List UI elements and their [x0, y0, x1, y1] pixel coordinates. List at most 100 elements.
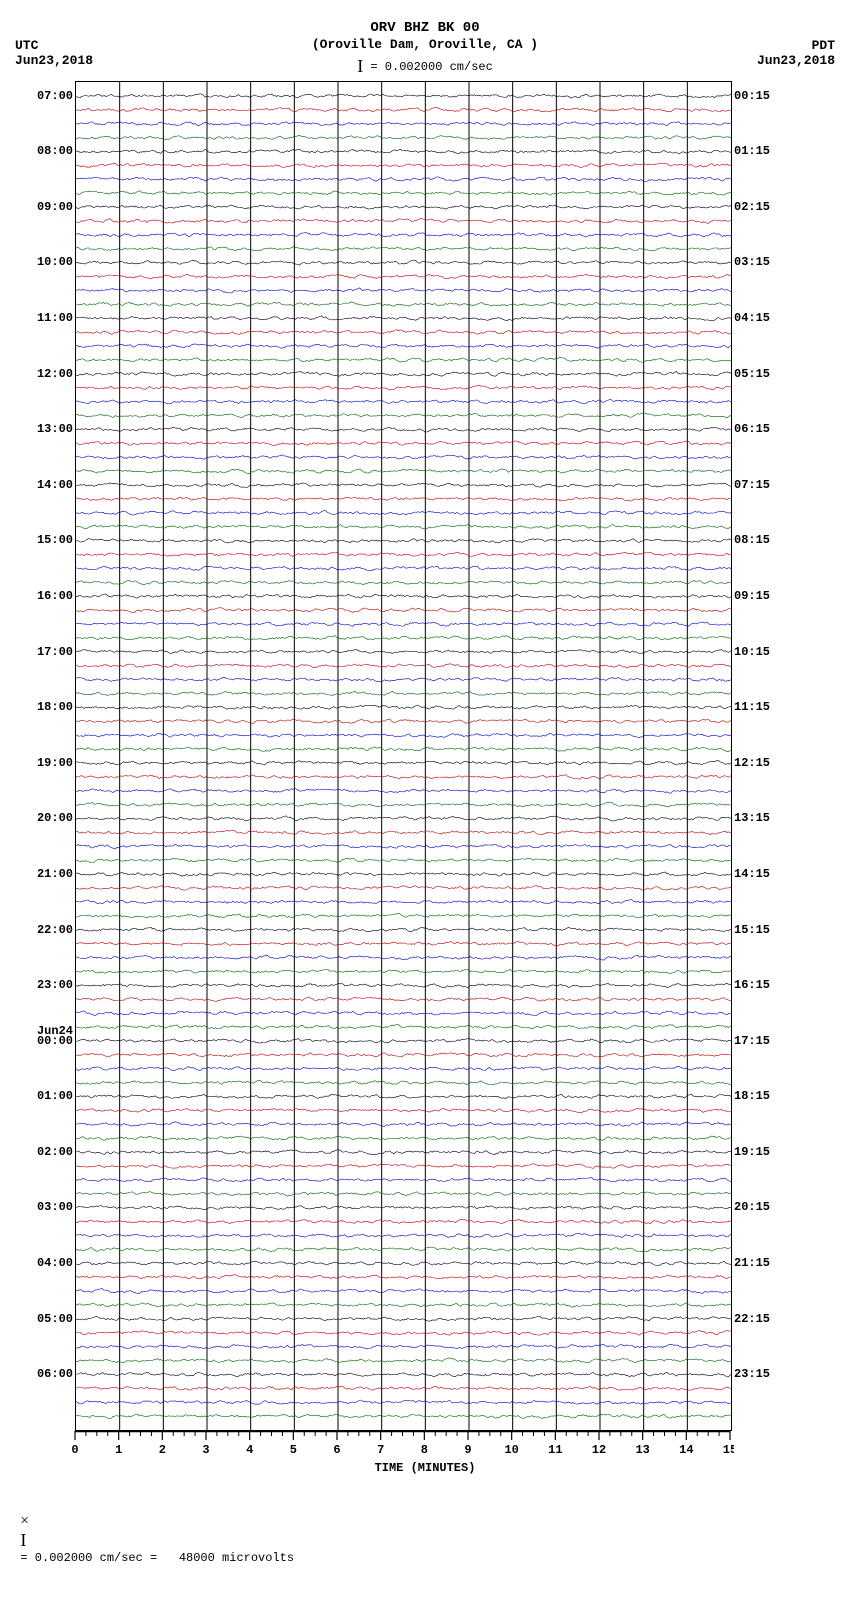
trace-row: [76, 927, 731, 931]
trace-row: [76, 524, 731, 528]
svg-text:2: 2: [159, 1443, 166, 1457]
local-hour-label: 11:15: [731, 700, 770, 714]
svg-text:4: 4: [246, 1443, 253, 1457]
trace-row: [76, 1414, 731, 1419]
local-hour-label: 22:15: [731, 1312, 770, 1326]
trace-row: [76, 566, 731, 571]
station-title: ORV BHZ BK 00: [0, 20, 850, 37]
trace-row: [76, 955, 731, 960]
trace-row: [76, 274, 731, 279]
utc-hour-label: 17:00: [37, 645, 76, 659]
trace-row: [76, 1400, 731, 1404]
trace-row: [76, 830, 731, 835]
local-hour-label: 15:15: [731, 923, 770, 937]
trace-row: [76, 1011, 731, 1016]
local-hour-label: 13:15: [731, 811, 770, 825]
trace-row: [76, 705, 731, 709]
x-axis-label: TIME (MINUTES): [0, 1461, 850, 1475]
utc-hour-label: 12:00: [37, 367, 76, 381]
trace-row: [76, 1038, 731, 1043]
local-hour-label: 01:15: [731, 144, 770, 158]
utc-hour-label: 03:00: [37, 1200, 76, 1214]
utc-hour-label: 16:00: [37, 589, 76, 603]
seismogram-plot: 07:0000:1508:0001:1509:0002:1510:0003:15…: [75, 81, 732, 1431]
local-hour-label: 07:15: [731, 478, 770, 492]
trace-row: [76, 205, 731, 209]
local-hour-label: 05:15: [731, 367, 770, 381]
trace-row: [76, 1233, 731, 1238]
svg-text:13: 13: [635, 1443, 649, 1457]
utc-hour-label: 15:00: [37, 533, 76, 547]
utc-hour-label: 06:00: [37, 1367, 76, 1381]
trace-row: [76, 1386, 731, 1390]
trace-row: [76, 677, 731, 681]
trace-row: [76, 441, 731, 446]
trace-row: [76, 1177, 731, 1181]
utc-hour-label: 14:00: [37, 478, 76, 492]
local-hour-label: 08:15: [731, 533, 770, 547]
trace-row: [76, 246, 731, 251]
trace-row: [76, 969, 731, 973]
trace-row: [76, 357, 731, 362]
trace-row: [76, 1206, 731, 1210]
trace-row: [76, 1024, 731, 1029]
trace-row: [76, 760, 731, 764]
trace-row: [76, 1316, 731, 1321]
trace-row: [76, 899, 731, 903]
local-hour-label: 10:15: [731, 645, 770, 659]
trace-row: [76, 497, 731, 501]
trace-row: [76, 1053, 731, 1057]
trace-row: [76, 1303, 731, 1308]
svg-text:5: 5: [290, 1443, 297, 1457]
svg-text:1: 1: [115, 1443, 122, 1457]
utc-hour-label: 04:00: [37, 1256, 76, 1270]
trace-row: [76, 455, 731, 459]
svg-text:14: 14: [679, 1443, 693, 1457]
trace-row: [76, 733, 731, 737]
trace-row: [76, 1275, 731, 1279]
local-hour-label: 02:15: [731, 200, 770, 214]
trace-row: [76, 107, 731, 112]
trace-row: [76, 177, 731, 182]
svg-text:9: 9: [464, 1443, 471, 1457]
trace-row: [76, 858, 731, 863]
trace-row: [76, 122, 731, 126]
trace-row: [76, 844, 731, 849]
local-hour-label: 14:15: [731, 867, 770, 881]
svg-text:11: 11: [548, 1443, 562, 1457]
trace-row: [76, 483, 731, 488]
trace-row: [76, 622, 731, 626]
trace-row: [76, 94, 731, 98]
trace-row: [76, 1288, 731, 1293]
local-hour-label: 03:15: [731, 255, 770, 269]
trace-row: [76, 316, 731, 321]
trace-row: [76, 636, 731, 640]
trace-row: [76, 329, 731, 334]
trace-row: [76, 1122, 731, 1127]
local-hour-label: 12:15: [731, 756, 770, 770]
trace-row: [76, 510, 731, 514]
trace-row: [76, 1372, 731, 1377]
trace-row: [76, 1358, 731, 1363]
trace-row: [76, 469, 731, 474]
trace-row: [76, 260, 731, 265]
trace-row: [76, 1344, 731, 1349]
trace-row: [76, 1219, 731, 1223]
trace-row: [76, 788, 731, 793]
trace-row: [76, 1066, 731, 1070]
svg-text:3: 3: [202, 1443, 209, 1457]
date-right-label: Jun23,2018: [757, 53, 835, 68]
trace-row: [76, 1191, 731, 1195]
trace-row: [76, 594, 731, 598]
utc-hour-label: 07:00: [37, 89, 76, 103]
svg-text:6: 6: [333, 1443, 340, 1457]
trace-row: [76, 302, 731, 306]
footer-scale: × I = 0.002000 cm/sec = 48000 microvolts: [0, 1499, 850, 1565]
local-hour-label: 17:15: [731, 1034, 770, 1048]
local-hour-label: 21:15: [731, 1256, 770, 1270]
local-hour-label: 20:15: [731, 1200, 770, 1214]
trace-row: [76, 385, 731, 390]
trace-row: [76, 135, 731, 140]
trace-row: [76, 663, 731, 667]
trace-row: [76, 775, 731, 779]
